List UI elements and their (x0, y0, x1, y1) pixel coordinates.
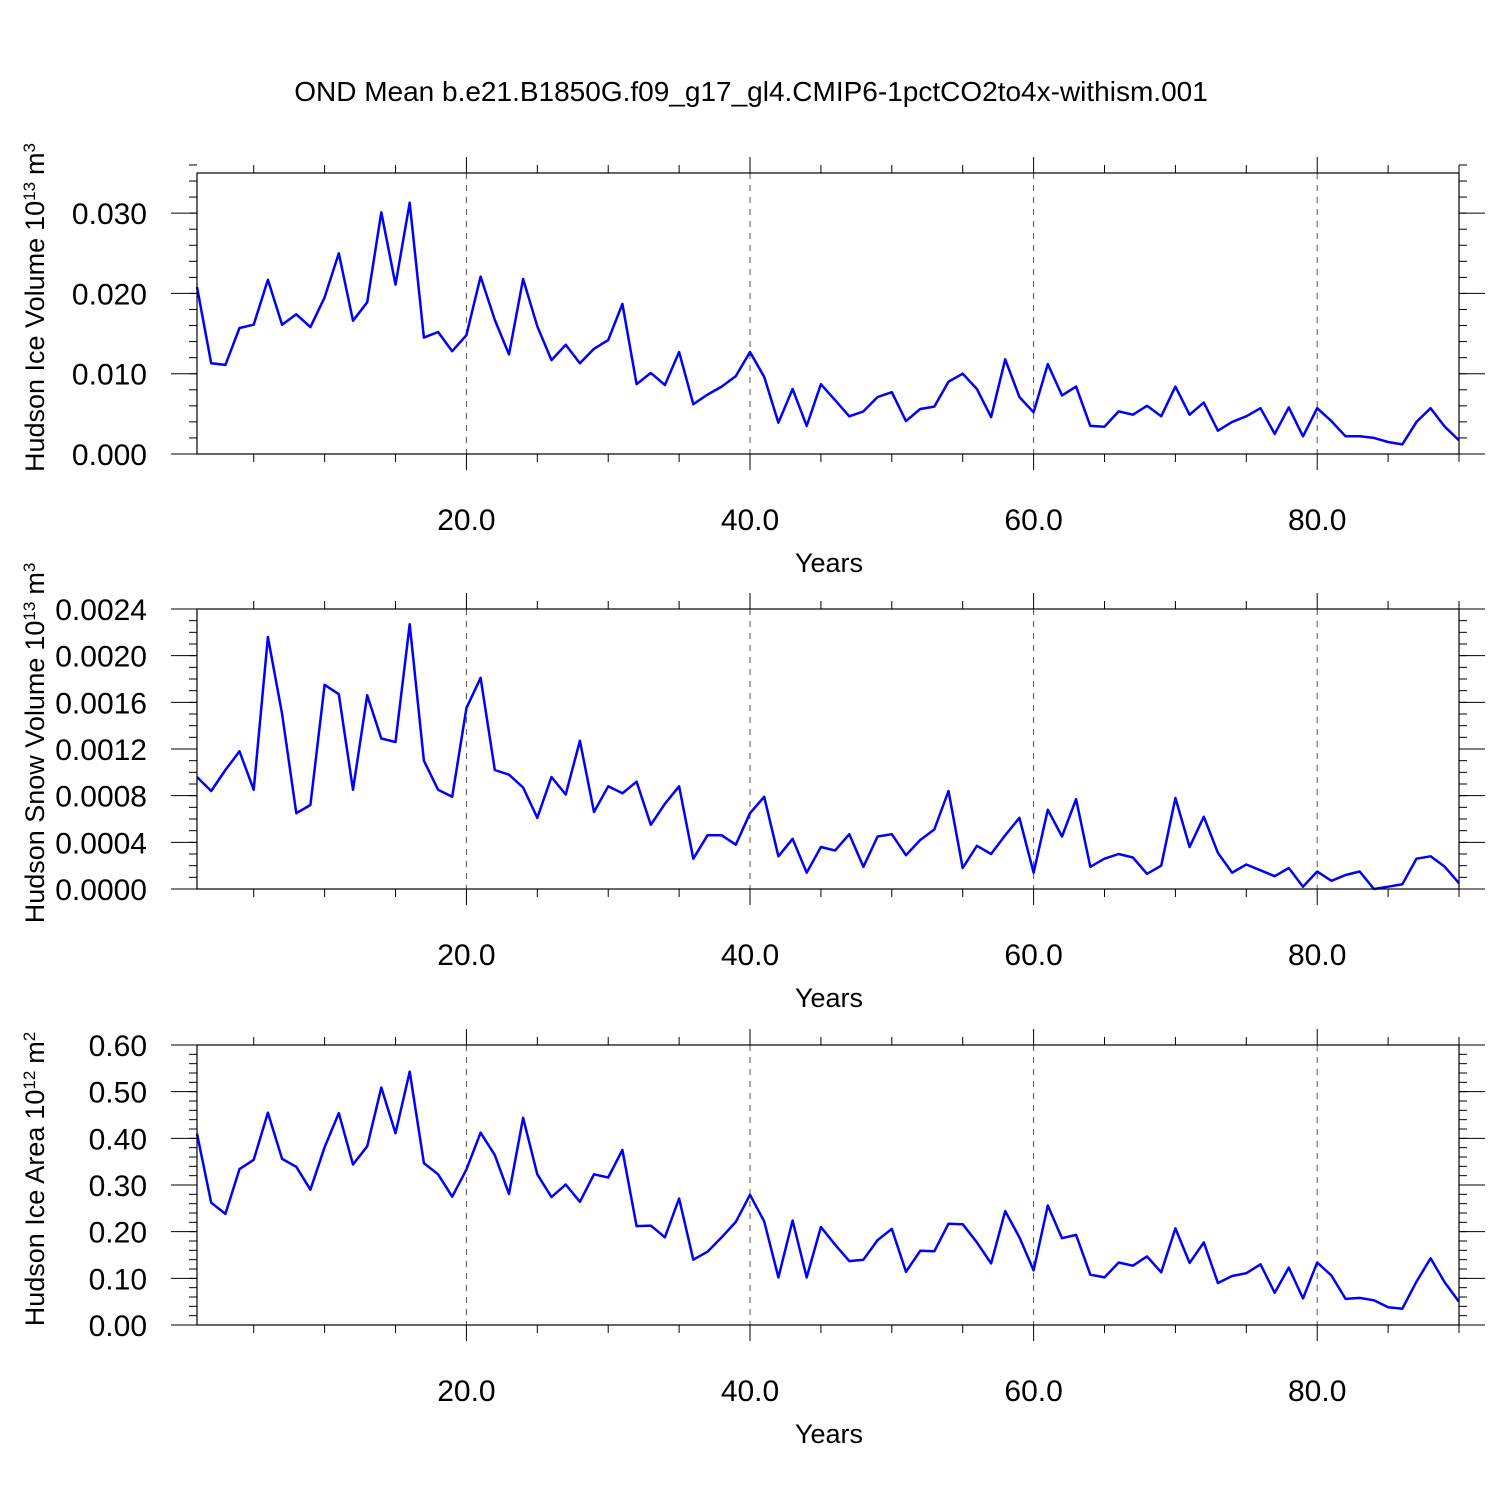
chart-panel-3: 20.0 40.0 60.0 80.0 0.00 0.10 0.20 0.30 0.40 0.50… (20, 1029, 1485, 1449)
y-axis-label-ylabel: Hudson Snow Volume (20, 658, 50, 924)
x-tick-label: 80.0 (1288, 939, 1346, 972)
y-axis-label-yunit-exp: 12 (20, 1071, 39, 1090)
y-tick-label: 0.0008 (55, 781, 147, 814)
y-tick-label: 0.0024 (55, 594, 147, 627)
y-tick-label: 0.50 (89, 1077, 147, 1110)
y-tick-label: 0.0004 (55, 827, 147, 860)
x-tick-label: 40.0 (721, 504, 779, 537)
y-tick-label: 0.030 (72, 198, 147, 231)
y-axis-label-yunit-base: 10 (20, 621, 50, 651)
y-tick-label: 0.20 (89, 1217, 147, 1250)
x-tick-label: 60.0 (1004, 504, 1062, 537)
y-tick-label: 0.10 (89, 1263, 147, 1296)
y-axis-label-yunit-exp: 13 (20, 182, 39, 201)
y-axis-label-ylabel: Hudson Ice Volume (20, 238, 50, 472)
y-axis-label: Hudson Snow Volume 1013 m3 (20, 563, 51, 924)
y-axis-label-yunit-unit-exp: 2 (20, 1032, 39, 1041)
y-axis-label-yunit-unit: m (20, 152, 50, 175)
y-axis-label-yunit-unit-exp: 3 (20, 563, 39, 572)
y-axis-label-yunit-exp: 13 (20, 602, 39, 621)
y-tick-label: 0.0012 (55, 734, 147, 767)
y-axis-label-yunit-base: 10 (20, 1090, 50, 1120)
x-tick-label: 20.0 (437, 939, 495, 972)
x-tick-label: 80.0 (1288, 1375, 1346, 1408)
x-tick-label: 60.0 (1004, 1375, 1062, 1408)
y-axis-label-ylabel: Hudson Ice Area (20, 1126, 50, 1327)
plot-frame (196, 1044, 1460, 1326)
x-tick-label: 80.0 (1288, 504, 1346, 537)
chart-panel-1: 20.0 40.0 60.0 80.0 0.000 0.010 0.020 0.030 Year… (20, 143, 1485, 578)
series-line (196, 622, 1460, 891)
y-tick-label: 0.00 (89, 1310, 147, 1343)
series-line (195, 201, 1460, 446)
y-tick-label: 0.000 (72, 439, 147, 472)
figure-title: OND Mean b.e21.B1850G.f09_g17_gl4.CMIP6-… (294, 76, 1208, 107)
x-axis-label: Years (795, 548, 863, 578)
x-tick-label: 20.0 (437, 1375, 495, 1408)
y-tick-label: 0.0000 (55, 874, 147, 907)
x-tick-label: 20.0 (437, 504, 495, 537)
y-tick-label: 0.30 (89, 1170, 147, 1203)
y-tick-label: 0.0016 (55, 687, 147, 720)
plot-frame (196, 172, 1460, 455)
chart-panel-2: 20.0 40.0 60.0 80.0 0.0000 0.0004 0.0008 0.0012… (20, 563, 1485, 1013)
x-tick-label: 40.0 (721, 1375, 779, 1408)
y-tick-label: 0.40 (89, 1123, 147, 1156)
x-tick-label: 40.0 (721, 939, 779, 972)
y-axis-label-yunit-base: 10 (20, 201, 50, 231)
plot-frame (196, 608, 1460, 890)
y-tick-label: 0.0020 (55, 641, 147, 674)
y-tick-label: 0.010 (72, 359, 147, 392)
y-tick-label: 0.60 (89, 1030, 147, 1063)
y-axis-label: Hudson Ice Area 1012 m2 (20, 1032, 51, 1327)
x-tick-label: 60.0 (1004, 939, 1062, 972)
y-tick-label: 0.020 (72, 278, 147, 311)
y-axis-label-yunit-unit: m (20, 1041, 50, 1064)
y-axis-label-yunit-unit: m (20, 572, 50, 595)
plots-container: 20.0 40.0 60.0 80.0 0.000 0.010 0.020 0.030 Year… (20, 143, 1485, 1449)
series-line (195, 1070, 1461, 1310)
y-axis-label-yunit-unit-exp: 3 (20, 143, 39, 152)
x-axis-label: Years (795, 1419, 863, 1449)
y-axis-label: Hudson Ice Volume 1013 m3 (20, 143, 51, 472)
x-axis-label: Years (795, 983, 863, 1013)
